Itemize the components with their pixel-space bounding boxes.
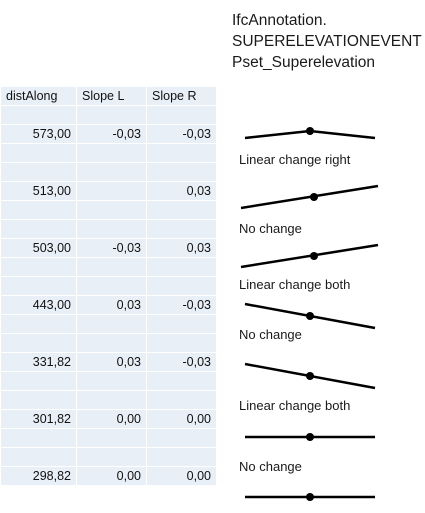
slope-r-cell: 0,00 [146, 466, 217, 486]
centerline-point [306, 127, 314, 135]
table-row [0, 333, 217, 353]
slope-r-cell [146, 162, 217, 182]
table-row [0, 105, 217, 125]
distalong-cell: 443,00 [0, 295, 77, 315]
distalong-cell [0, 257, 77, 277]
distalong-cell [0, 105, 77, 125]
centerline-point [306, 493, 314, 501]
slope-l-cell [76, 162, 147, 182]
transition-label-1: Linear change right [239, 152, 351, 167]
table-row [0, 428, 217, 448]
slope-symbol-573 [244, 127, 376, 140]
distalong-cell: 573,00 [0, 124, 77, 144]
table-row [0, 314, 217, 334]
slope-r-cell [146, 257, 217, 277]
slope-r-cell [146, 276, 217, 296]
distalong-cell [0, 276, 77, 296]
slope-symbol-443 [244, 302, 376, 330]
transition-label-3: Linear change both [239, 277, 351, 292]
table-row [0, 162, 217, 182]
transition-label-5: Linear change both [239, 398, 351, 413]
table-row [0, 447, 217, 467]
slope-symbol-331 [244, 362, 376, 390]
centerline-point [310, 252, 318, 260]
slope-r-cell: 0,00 [146, 409, 217, 429]
table-row [0, 257, 217, 277]
slope-r-cell [146, 200, 217, 220]
slope-r-cell: -0,03 [146, 352, 217, 372]
slope-symbol-503 [240, 243, 379, 269]
distalong-cell [0, 219, 77, 239]
diagram-title: IfcAnnotation. SUPERELEVATIONEVENT Pset_… [232, 10, 422, 73]
slope-symbol-301 [245, 433, 375, 441]
slope-line [240, 184, 379, 210]
centerline-point [310, 193, 318, 201]
centerline-point [306, 372, 314, 380]
title-line-1: IfcAnnotation. [232, 12, 327, 29]
transition-label-2: No change [239, 221, 302, 236]
centerline-point [306, 312, 314, 320]
slope-r-cell: 0,03 [146, 238, 217, 258]
slope-symbol-298 [245, 493, 375, 501]
slope-r-cell: -0,03 [146, 124, 217, 144]
slope-r-cell [146, 371, 217, 391]
title-line-2: SUPERELEVATIONEVENT [232, 33, 422, 50]
slope-r-cell [146, 105, 217, 125]
slope-l-cell: 0,00 [76, 466, 147, 486]
slope-l-cell [76, 314, 147, 334]
distalong-cell [0, 162, 77, 182]
slope-l-cell [76, 276, 147, 296]
distalong-cell [0, 428, 77, 448]
table-row [0, 143, 217, 163]
header-distalong: distAlong [0, 86, 77, 106]
transition-label-6: No change [239, 459, 302, 474]
distalong-cell [0, 200, 77, 220]
slope-line [240, 243, 379, 269]
slope-r-cell [146, 314, 217, 334]
slope-l-cell: -0,03 [76, 238, 147, 258]
transition-label-4: No change [239, 327, 302, 342]
centerline-point [306, 433, 314, 441]
table-row: 331,82 0,03 -0,03 [0, 352, 217, 372]
slope-r-cell [146, 447, 217, 467]
distalong-cell: 331,82 [0, 352, 77, 372]
table-row: 503,00 -0,03 0,03 [0, 238, 217, 258]
table-row [0, 200, 217, 220]
superelevation-table: distAlong Slope L Slope R 573,00 -0,03 -0,… [0, 86, 217, 486]
slope-l-cell [76, 105, 147, 125]
distalong-cell [0, 333, 77, 353]
slope-l-cell: 0,03 [76, 352, 147, 372]
table-row: 301,82 0,00 0,00 [0, 409, 217, 429]
slope-l-cell [76, 181, 147, 201]
table-row [0, 276, 217, 296]
table-row: 443,00 0,03 -0,03 [0, 295, 217, 315]
slope-symbol-513 [240, 184, 379, 210]
slope-l-cell [76, 333, 147, 353]
title-line-3: Pset_Superelevation [232, 54, 376, 71]
distalong-cell: 298,82 [0, 466, 77, 486]
table-row: 298,82 0,00 0,00 [0, 466, 217, 486]
slope-r-cell: 0,03 [146, 181, 217, 201]
slope-r-cell [146, 428, 217, 448]
